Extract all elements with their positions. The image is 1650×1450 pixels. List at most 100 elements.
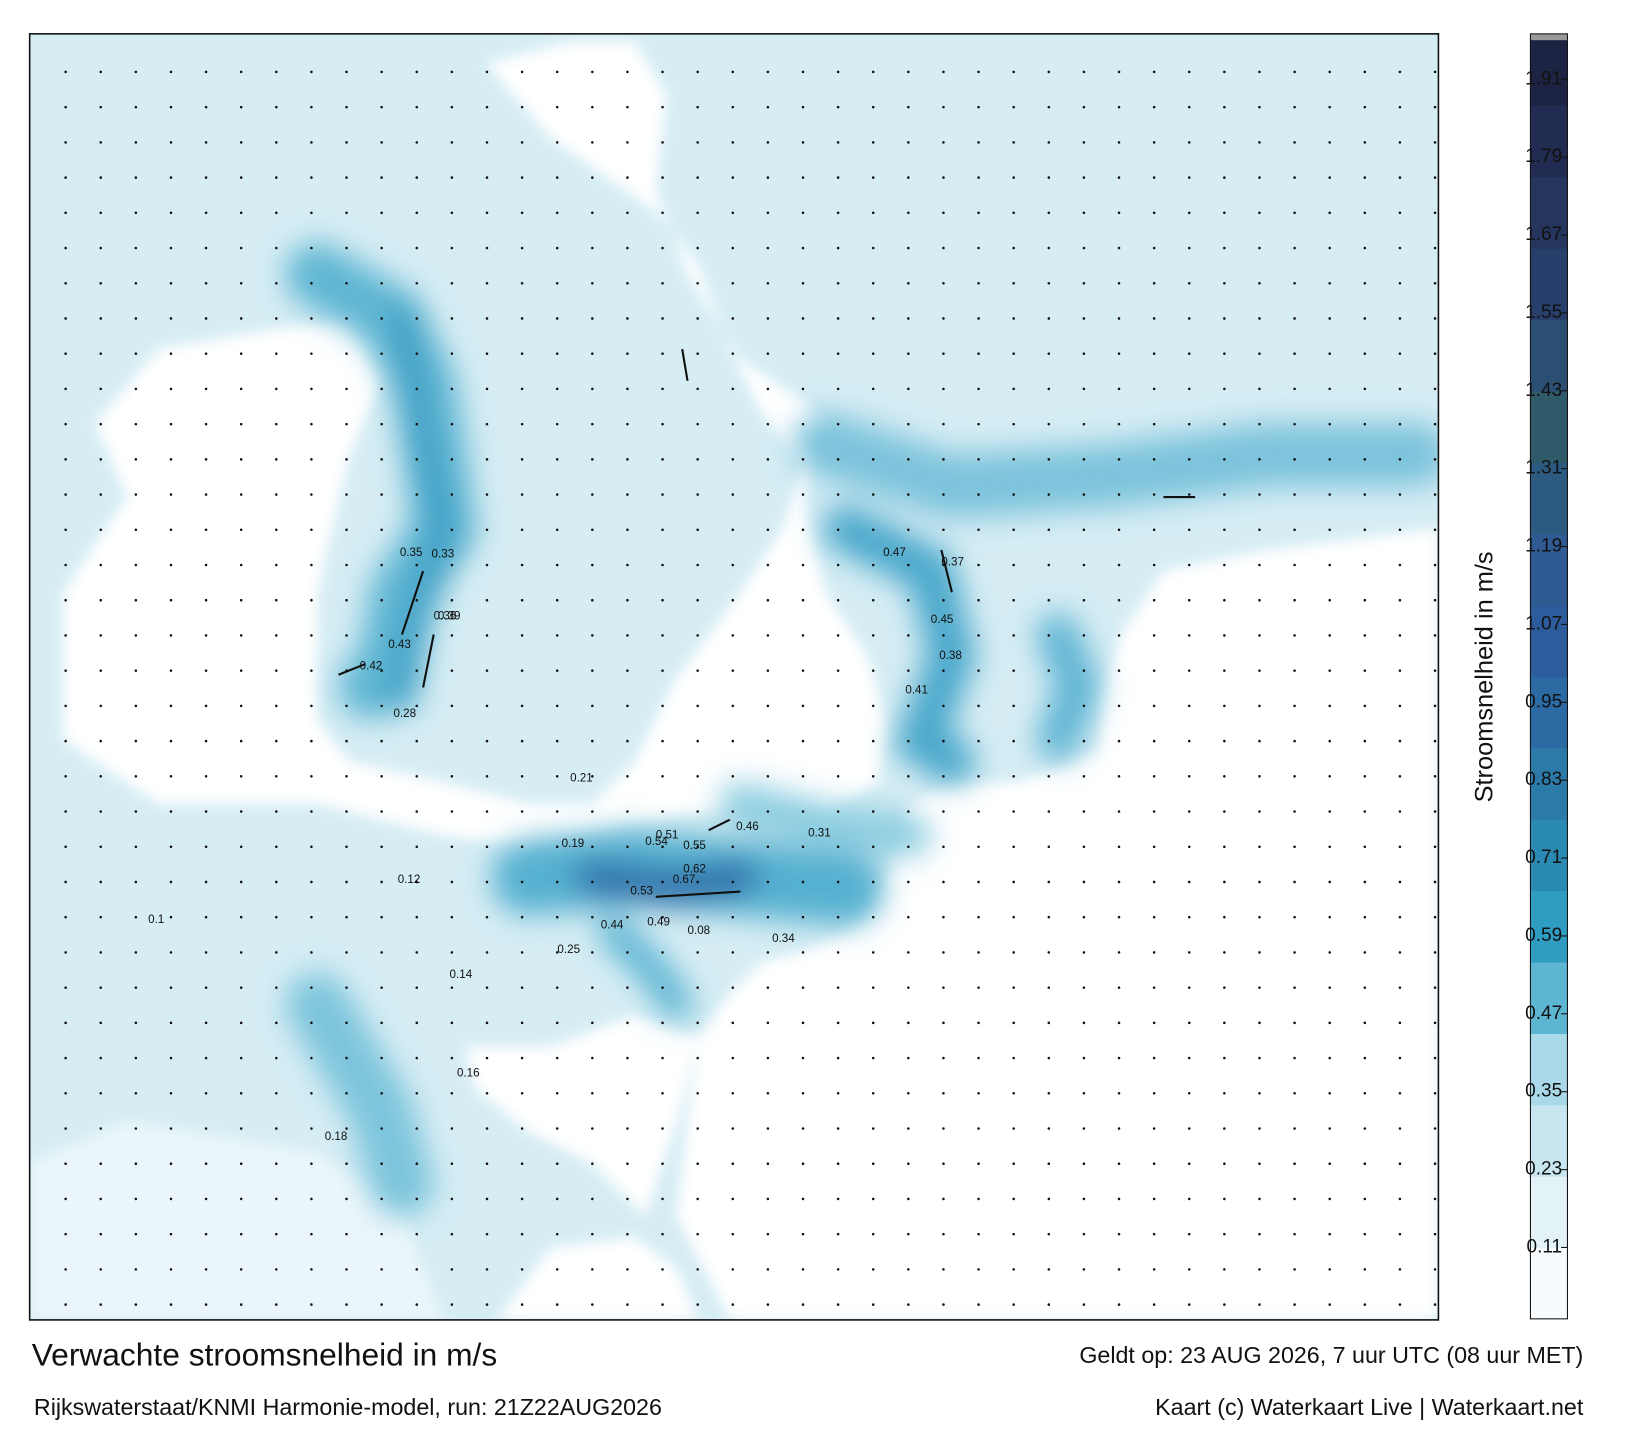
grid-dot — [239, 986, 243, 989]
current-label: 0.47 — [883, 546, 906, 559]
grid-dot — [1398, 1127, 1402, 1130]
grid-dot — [871, 281, 875, 285]
grid-dot — [1117, 1056, 1121, 1060]
grid-dot — [134, 1268, 138, 1271]
grid-dot — [485, 422, 489, 426]
grid-dot — [1117, 281, 1121, 285]
grid-dot — [977, 1127, 980, 1130]
grid-dot — [1398, 739, 1402, 743]
grid-dot — [1328, 1127, 1331, 1130]
grid-dot — [977, 1091, 980, 1095]
grid-dot — [204, 704, 208, 708]
grid-dot — [1082, 176, 1086, 179]
grid-dot — [731, 458, 735, 461]
grid-dot — [134, 810, 138, 813]
grid-dot — [591, 598, 594, 602]
grid-dot — [450, 669, 454, 672]
grid-dot — [871, 915, 875, 919]
grid-dot — [942, 1268, 945, 1271]
grid-dot — [310, 70, 313, 74]
grid-dot — [1152, 739, 1156, 743]
grid-dot — [1328, 986, 1331, 989]
grid-dot — [485, 458, 489, 461]
grid-dot — [1433, 105, 1437, 109]
grid-dot — [836, 1127, 840, 1130]
grid-dot — [907, 951, 910, 954]
grid-dot — [977, 563, 980, 567]
grid-dot — [766, 739, 770, 743]
grid-dot — [696, 176, 699, 179]
grid-dot — [766, 317, 770, 320]
grid-dot — [1293, 176, 1296, 179]
grid-dot — [1152, 880, 1156, 884]
grid-dot — [1187, 1021, 1191, 1025]
grid-dot — [696, 317, 699, 320]
grid-dot — [766, 775, 770, 778]
grid-dot — [871, 211, 875, 215]
grid-dot — [731, 281, 735, 285]
grid-dot — [520, 1162, 524, 1165]
grid-dot — [1187, 458, 1191, 461]
grid-dot — [591, 1232, 594, 1236]
grid-dot — [99, 141, 103, 144]
grid-dot — [1258, 810, 1261, 813]
colorbar-tick-label: 0.11 — [1527, 1236, 1563, 1257]
grid-dot — [907, 246, 910, 250]
grid-dot — [239, 1303, 243, 1306]
grid-dot — [345, 70, 348, 74]
grid-dot — [1433, 704, 1437, 708]
grid-dot — [485, 176, 489, 179]
grid-dot — [134, 281, 138, 285]
grid-dot — [942, 951, 945, 954]
colorbar-tick-label: 0.95 — [1525, 691, 1562, 712]
grid-dot — [766, 1127, 770, 1130]
grid-dot — [169, 528, 173, 532]
grid-dot — [907, 1197, 910, 1201]
grid-dot — [1398, 317, 1402, 320]
grid-dot — [1152, 1056, 1156, 1060]
grid-dot — [1012, 176, 1015, 179]
grid-dot — [450, 1232, 454, 1236]
grid-dot — [907, 528, 910, 532]
grid-dot — [345, 810, 348, 813]
grid-dot — [942, 634, 945, 637]
grid-dot — [1293, 951, 1296, 954]
grid-dot — [275, 493, 278, 496]
grid-dot — [591, 1021, 594, 1025]
grid-dot — [1152, 211, 1156, 215]
grid-dot — [134, 1021, 138, 1025]
grid-dot — [275, 105, 278, 109]
grid-dot — [1152, 458, 1156, 461]
grid-dot — [942, 422, 945, 426]
grid-dot — [871, 563, 875, 567]
grid-dot — [977, 211, 980, 215]
grid-dot — [520, 317, 524, 320]
grid-dot — [1433, 281, 1437, 285]
grid-dot — [1152, 1268, 1156, 1271]
grid-dot — [1082, 281, 1086, 285]
grid-dot — [942, 387, 945, 391]
grid-dot — [1433, 422, 1437, 426]
grid-dot — [731, 810, 735, 813]
current-label: 0.49 — [647, 915, 670, 928]
grid-dot — [1117, 317, 1121, 320]
grid-dot — [64, 141, 67, 144]
grid-dot — [555, 246, 559, 250]
grid-dot — [1187, 634, 1191, 637]
grid-dot — [345, 563, 348, 567]
grid-dot — [134, 211, 138, 215]
grid-dot — [1187, 669, 1191, 672]
grid-dot — [380, 281, 383, 285]
grid-dot — [1082, 704, 1086, 708]
grid-dot — [1328, 880, 1331, 884]
grid-dot — [626, 211, 629, 215]
grid-dot — [591, 422, 594, 426]
grid-dot — [485, 493, 489, 496]
grid-dot — [766, 704, 770, 708]
grid-dot — [977, 176, 980, 179]
grid-dot — [1293, 1021, 1296, 1025]
grid-dot — [766, 387, 770, 391]
grid-dot — [1117, 1021, 1121, 1025]
grid-dot — [99, 1162, 103, 1165]
grid-dot — [99, 598, 103, 602]
